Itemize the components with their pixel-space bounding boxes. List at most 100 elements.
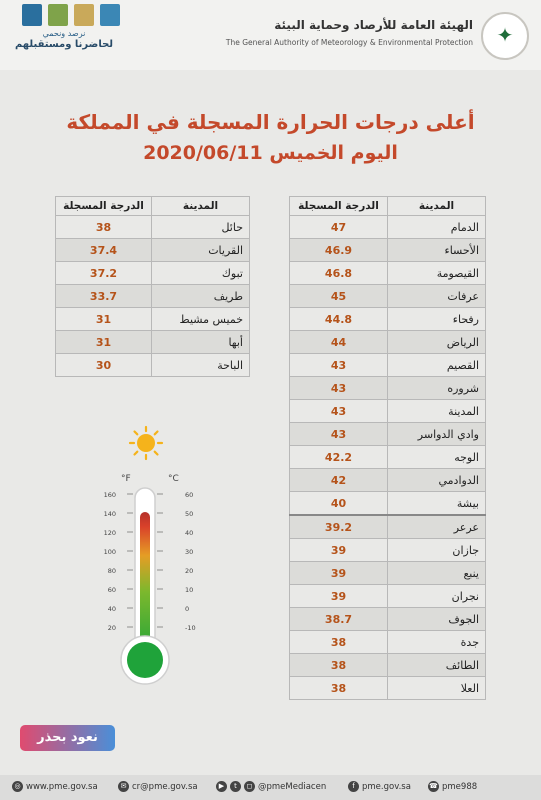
city-cell: جدة xyxy=(387,630,486,654)
temperature-cell: 39 xyxy=(289,584,388,608)
table-row: حائل 38 xyxy=(55,215,250,239)
fahrenheit-tick-label: 20 xyxy=(107,624,116,632)
youtube-icon: ▶ xyxy=(216,781,227,792)
table-row: الدمام 47 xyxy=(289,215,486,239)
temperature-cell: 38 xyxy=(289,676,388,700)
city-cell: العلا xyxy=(387,676,486,700)
footer-social[interactable]: ▶ t ◻ @pmeMediacen xyxy=(216,781,326,792)
footer-facebook[interactable]: f pme.gov.sa xyxy=(348,781,411,792)
slogan-bottom: لحاضرنا ومستقبلهم xyxy=(14,39,114,50)
slogan-logo xyxy=(16,4,120,54)
temperature-cell: 43 xyxy=(289,399,388,423)
temperature-cell: 46.9 xyxy=(289,238,388,262)
table-row: الرياض 44 xyxy=(289,330,486,354)
page-subtitle-date: اليوم الخميس 2020/06/11 xyxy=(143,142,398,164)
slogan-top: نرصد ونحمي xyxy=(42,29,86,38)
temperature-cell: 44.8 xyxy=(289,307,388,331)
footer-phone[interactable]: ☎ pme988 xyxy=(428,781,478,792)
city-cell: القيصومة xyxy=(387,261,486,285)
celsius-tick-label: 40 xyxy=(185,529,194,537)
table-row: وادي الدواسر 43 xyxy=(289,422,486,446)
table-row: رفحاء 44.8 xyxy=(289,307,486,331)
table-row: جازان 39 xyxy=(289,538,486,562)
temperature-cell: 38 xyxy=(55,215,152,239)
fahrenheit-tick-label: 40 xyxy=(107,605,116,613)
temperature-cell: 37.2 xyxy=(55,261,152,285)
table-row: الطائف 38 xyxy=(289,653,486,677)
facebook-icon: f xyxy=(348,781,359,792)
temperature-cell: 30 xyxy=(55,353,152,377)
footer: ◎ www.pme.gov.sa ✉ cr@pme.gov.sa ▶ t ◻ @pmeMe… xyxy=(0,775,541,800)
mail-icon: ✉ xyxy=(118,781,129,792)
table-row: خميس مشيط 31 xyxy=(55,307,250,331)
temperature-cell: 39 xyxy=(289,561,388,585)
table-row: القريات 37.4 xyxy=(55,238,250,262)
city-cell: الباحة xyxy=(151,353,250,377)
celsius-tick-label: 20 xyxy=(185,567,194,575)
fahrenheit-tick-label: 120 xyxy=(103,529,116,537)
city-cell: حائل xyxy=(151,215,250,239)
column-header-temp: الدرجة المسجلة xyxy=(289,196,388,216)
logo-bar-icon xyxy=(22,4,42,26)
city-cell: الوجه xyxy=(387,445,486,469)
temperature-cell: 45 xyxy=(289,284,388,308)
table-row: الجوف 38.7 xyxy=(289,607,486,631)
fahrenheit-tick-label: 140 xyxy=(103,510,116,518)
table-row: القيصومة 46.8 xyxy=(289,261,486,285)
temperature-cell: 43 xyxy=(289,376,388,400)
city-cell: نجران xyxy=(387,584,486,608)
table-row: ينبع 39 xyxy=(289,561,486,585)
table-row: طريف 33.7 xyxy=(55,284,250,308)
celsius-tick-label: 60 xyxy=(185,491,194,499)
city-cell: بيشة xyxy=(387,491,486,516)
column-header-temp: الدرجة المسجلة xyxy=(55,196,152,216)
celsius-tick-label: -10 xyxy=(185,624,196,632)
temperature-cell: 43 xyxy=(289,353,388,377)
table-row: أبها 31 xyxy=(55,330,250,354)
temperature-cell: 43 xyxy=(289,422,388,446)
city-cell: خميس مشيط xyxy=(151,307,250,331)
city-cell: القريات xyxy=(151,238,250,262)
temperature-cell: 39 xyxy=(289,538,388,562)
pme-name-english: The General Authority of Meteorology & E… xyxy=(225,38,473,47)
temperature-cell: 40 xyxy=(289,491,388,516)
slogan: نرصد ونحمي لحاضرنا ومستقبلهم xyxy=(14,28,114,50)
temperature-cell: 31 xyxy=(55,330,152,354)
city-cell: عرفات xyxy=(387,284,486,308)
city-cell: تبوك xyxy=(151,261,250,285)
footer-website[interactable]: ◎ www.pme.gov.sa xyxy=(12,781,98,792)
city-cell: الطائف xyxy=(387,653,486,677)
phone-icon: ☎ xyxy=(428,781,439,792)
fahrenheit-tick-label: 60 xyxy=(107,586,116,594)
temperature-cell: 42.2 xyxy=(289,445,388,469)
fahrenheit-tick-label: 80 xyxy=(107,567,116,575)
city-cell: ينبع xyxy=(387,561,486,585)
temperature-table-right: المدينة الدرجة المسجلة الدمام 47 الأحساء 46… xyxy=(289,196,486,700)
table-row: المدينة 43 xyxy=(289,399,486,423)
table-row: الأحساء 46.9 xyxy=(289,238,486,262)
logo-bar-icon xyxy=(74,4,94,26)
footer-email[interactable]: ✉ cr@pme.gov.sa xyxy=(118,781,198,792)
temperature-cell: 42 xyxy=(289,468,388,492)
thermometer-icon xyxy=(120,487,170,685)
city-cell: الدوادمي xyxy=(387,468,486,492)
instagram-icon: ◻ xyxy=(244,781,255,792)
table-row: تبوك 37.2 xyxy=(55,261,250,285)
temperature-cell: 37.4 xyxy=(55,238,152,262)
logo-bar-icon xyxy=(48,4,68,26)
temperature-cell: 38.7 xyxy=(289,607,388,631)
table-row: الباحة 30 xyxy=(55,353,250,377)
temperature-cell: 46.8 xyxy=(289,261,388,285)
saudi-emblem-icon: ✦ xyxy=(481,12,529,60)
city-cell: المدينة xyxy=(387,399,486,423)
logo-bar-icon xyxy=(100,4,120,26)
page-title: أعلى درجات الحرارة المسجلة في المملكة xyxy=(66,110,475,134)
temperature-cell: 38 xyxy=(289,630,388,654)
temperature-cell: 44 xyxy=(289,330,388,354)
table-row: القصيم 43 xyxy=(289,353,486,377)
celsius-tick-label: 10 xyxy=(185,586,194,594)
table-row: نجران 39 xyxy=(289,584,486,608)
fahrenheit-tick-label: 100 xyxy=(103,548,116,556)
unit-celsius: °C xyxy=(168,474,179,484)
city-cell: الأحساء xyxy=(387,238,486,262)
